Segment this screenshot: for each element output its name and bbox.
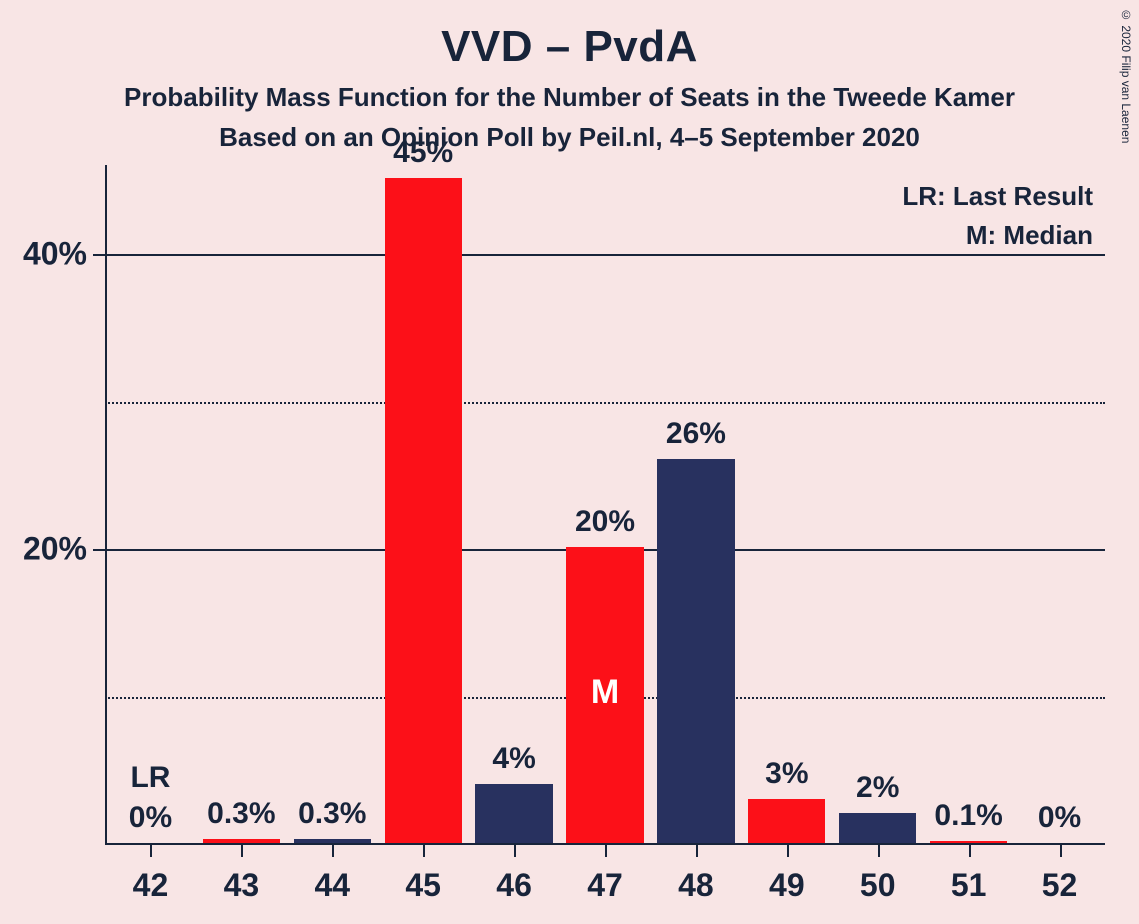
x-tick-mark xyxy=(514,845,516,857)
y-tick-mark xyxy=(93,254,105,256)
legend: LR: Last Result M: Median xyxy=(902,177,1093,255)
y-grid-major xyxy=(105,254,1105,256)
bar-value-label: 26% xyxy=(666,417,726,451)
x-tick-label: 52 xyxy=(1042,867,1078,904)
x-tick-mark xyxy=(1060,845,1062,857)
x-tick-mark xyxy=(696,845,698,857)
x-tick-mark xyxy=(332,845,334,857)
bar-value-label: 0.3% xyxy=(207,797,275,831)
x-tick-mark xyxy=(423,845,425,857)
x-tick-label: 44 xyxy=(314,867,350,904)
legend-m: M: Median xyxy=(902,216,1093,255)
bar-value-label: 20% xyxy=(575,505,635,539)
x-tick-mark xyxy=(878,845,880,857)
x-tick-label: 42 xyxy=(133,867,169,904)
bar xyxy=(203,839,280,843)
bar-value-label: 0.3% xyxy=(298,797,366,831)
x-tick-mark xyxy=(787,845,789,857)
bar-value-label: 3% xyxy=(765,757,808,791)
chart-title: VVD – PvdA xyxy=(0,22,1139,72)
bar-value-label: 45% xyxy=(393,136,453,170)
bar xyxy=(839,813,916,843)
x-tick-label: 50 xyxy=(860,867,896,904)
bar xyxy=(930,841,1007,843)
chart-credit: © 2020 Filip van Laenen xyxy=(1119,8,1133,143)
bar-annotation: LR xyxy=(130,761,170,795)
x-tick-mark xyxy=(150,845,152,857)
y-tick-mark xyxy=(93,549,105,551)
x-tick-label: 43 xyxy=(224,867,260,904)
y-tick-label: 40% xyxy=(15,235,87,272)
bar xyxy=(657,459,734,843)
bar-value-label: 0.1% xyxy=(934,799,1002,833)
x-tick-label: 48 xyxy=(678,867,714,904)
chart-subtitle-1: Probability Mass Function for the Number… xyxy=(0,82,1139,113)
bar xyxy=(294,839,371,843)
y-grid-minor xyxy=(105,402,1105,404)
bar-value-label: 4% xyxy=(492,742,535,776)
bar-value-label: 0% xyxy=(1038,801,1081,835)
x-tick-label: 47 xyxy=(587,867,623,904)
legend-lr: LR: Last Result xyxy=(902,177,1093,216)
x-tick-label: 46 xyxy=(496,867,532,904)
bar xyxy=(475,784,552,843)
bar xyxy=(748,799,825,843)
y-tick-label: 20% xyxy=(15,531,87,568)
bar xyxy=(385,178,462,843)
y-axis-line xyxy=(105,165,107,845)
x-tick-label: 45 xyxy=(405,867,441,904)
x-tick-label: 51 xyxy=(951,867,987,904)
x-tick-label: 49 xyxy=(769,867,805,904)
x-tick-mark xyxy=(605,845,607,857)
x-tick-mark xyxy=(241,845,243,857)
bar-value-label: 0% xyxy=(129,801,172,835)
bar-value-label: 2% xyxy=(856,771,899,805)
bar-inner-label: M xyxy=(591,673,619,712)
plot-area: LR: Last Result M: Median 20%40%0%LR420.… xyxy=(105,165,1105,845)
chart-subtitle-2: Based on an Opinion Poll by Peil.nl, 4–5… xyxy=(0,122,1139,153)
x-tick-mark xyxy=(969,845,971,857)
chart-root: VVD – PvdA Probability Mass Function for… xyxy=(0,0,1139,924)
